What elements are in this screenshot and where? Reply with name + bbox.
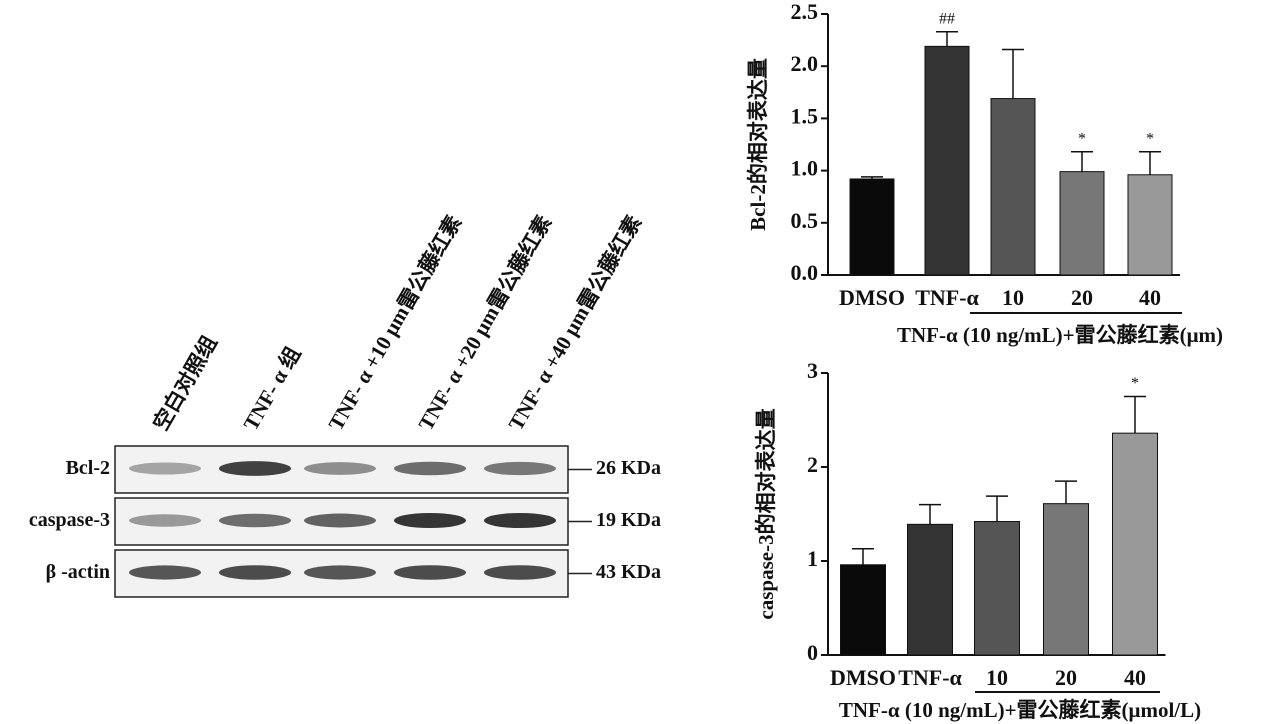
bar (1127, 174, 1173, 276)
row-label: β -actin (46, 561, 110, 583)
row-label: Bcl-2 (66, 457, 110, 479)
band (484, 512, 556, 529)
band (484, 461, 556, 476)
x-axis-label: TNF-α (10 ng/mL)+雷公藤红素(μmol/L) (839, 698, 1201, 722)
x-tick-label: 20 (1071, 285, 1093, 310)
y-tick-label: 1.0 (791, 156, 819, 181)
bar (990, 98, 1036, 276)
band (484, 565, 556, 580)
x-tick-label: 10 (1002, 285, 1024, 310)
band (129, 565, 201, 580)
size-label: 43 KDa (596, 561, 661, 583)
y-tick-label: 3 (807, 358, 818, 383)
size-label: 26 KDa (596, 457, 661, 479)
row-label: caspase-3 (29, 509, 110, 531)
bar (924, 45, 970, 276)
x-tick-label: 40 (1124, 665, 1146, 690)
band (304, 565, 376, 580)
x-tick-label: TNF-α (898, 665, 962, 690)
y-axis-label: Bcl-2的相对表达量 (746, 58, 770, 231)
annotation: ## (939, 10, 955, 27)
band (219, 565, 291, 580)
x-tick-label: 10 (986, 665, 1008, 690)
x-axis-label: TNF-α (10 ng/mL)+雷公藤红素(μm) (897, 323, 1223, 347)
y-tick-label: 0.5 (791, 208, 819, 233)
x-tick-label: 20 (1055, 665, 1077, 690)
band (129, 514, 201, 527)
bar (849, 178, 895, 276)
y-tick-label: 2 (807, 452, 818, 477)
y-tick-label: 2.5 (791, 0, 819, 24)
band (219, 461, 291, 476)
band (394, 565, 466, 580)
x-tick-label: 40 (1139, 285, 1161, 310)
bar (840, 564, 886, 656)
size-label: 19 KDa (596, 509, 661, 531)
bar (974, 521, 1020, 656)
band (129, 462, 201, 475)
bar (1059, 171, 1105, 276)
y-axis-label: caspase-3的相对表达量 (754, 408, 778, 619)
band (304, 513, 376, 528)
bar (907, 523, 953, 656)
band (304, 462, 376, 475)
y-tick-label: 0 (807, 640, 818, 665)
band (219, 513, 291, 528)
y-tick-label: 1.5 (791, 103, 819, 128)
y-tick-label: 1 (807, 546, 818, 571)
y-tick-label: 2.0 (791, 51, 819, 76)
bar (1112, 432, 1158, 656)
x-tick-label: DMSO (839, 285, 905, 310)
band (394, 512, 466, 529)
annotation: * (1146, 130, 1154, 147)
annotation: * (1131, 375, 1139, 392)
band (394, 461, 466, 476)
annotation: * (1078, 130, 1086, 147)
bar (1043, 503, 1089, 656)
x-tick-label: DMSO (830, 665, 896, 690)
lane-label: 空白对照组 (149, 332, 222, 435)
x-tick-label: TNF-α (915, 285, 979, 310)
y-tick-label: 0.0 (791, 260, 819, 285)
lane-label: TNF- α 组 (239, 343, 306, 435)
